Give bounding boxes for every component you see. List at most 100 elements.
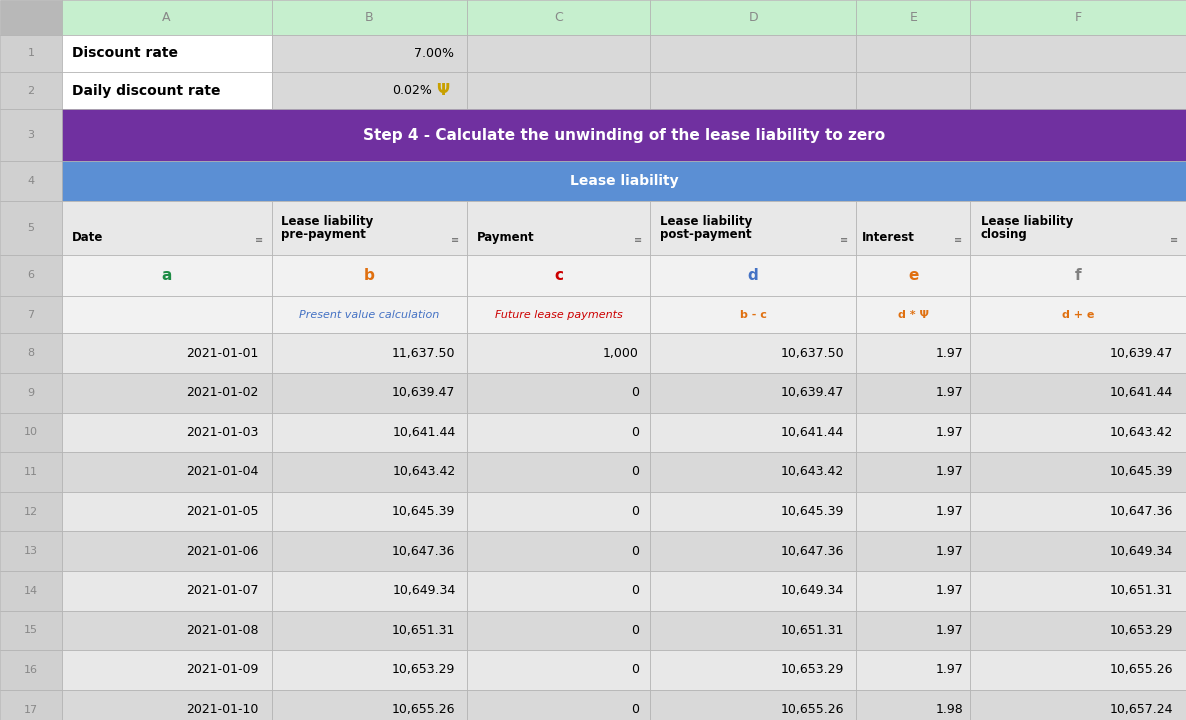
Text: 10,647.36: 10,647.36 [1110,505,1173,518]
Text: d: d [747,268,759,283]
Bar [467,690,650,720]
Text: 10,639.47: 10,639.47 [780,386,844,400]
Text: 0: 0 [631,663,639,677]
Text: 0.02%: 0.02% [393,84,432,97]
Text: 2021-01-10: 2021-01-10 [186,703,259,716]
Bar [0,531,62,571]
Bar [856,72,970,109]
Text: 10,647.36: 10,647.36 [393,544,455,558]
Text: 8: 8 [27,348,34,358]
Bar [650,413,856,452]
Text: 10,655.26: 10,655.26 [393,703,455,716]
Text: 9: 9 [27,388,34,397]
Bar [0,72,62,109]
Bar [272,413,467,452]
Text: D: D [748,11,758,24]
Text: 1.97: 1.97 [936,544,963,558]
Text: 2021-01-06: 2021-01-06 [186,544,259,558]
Bar [62,72,272,109]
Text: 10,649.34: 10,649.34 [1110,544,1173,558]
Text: 10,651.31: 10,651.31 [1110,584,1173,598]
Text: 0: 0 [631,703,639,716]
Bar [970,690,1186,720]
Bar [272,0,467,35]
Text: Payment: Payment [477,231,534,244]
Bar [650,72,856,109]
Bar [272,492,467,531]
Bar [272,35,467,72]
Bar [970,72,1186,109]
Bar [62,373,272,413]
Text: 10,649.34: 10,649.34 [393,584,455,598]
Text: Date: Date [72,231,103,244]
Bar [856,413,970,452]
Bar [970,452,1186,492]
Text: 10,649.34: 10,649.34 [780,584,844,598]
Bar [970,255,1186,296]
Bar [62,650,272,690]
Text: 2021-01-02: 2021-01-02 [186,386,259,400]
Bar [650,571,856,611]
Bar [62,161,1186,201]
Text: 1.97: 1.97 [936,426,963,439]
Text: 14: 14 [24,586,38,595]
Bar [62,296,272,333]
Bar [650,492,856,531]
Bar [856,373,970,413]
Text: 0: 0 [631,624,639,637]
Bar [970,650,1186,690]
Text: Future lease payments: Future lease payments [495,310,623,320]
Bar [62,531,272,571]
Text: E: E [910,11,917,24]
Text: 1.97: 1.97 [936,624,963,637]
Text: f: f [1075,268,1082,283]
Bar [272,452,467,492]
Text: A: A [162,11,171,24]
Text: 0: 0 [631,584,639,598]
Bar [0,413,62,452]
Bar [970,571,1186,611]
Bar [970,492,1186,531]
Bar [272,296,467,333]
Bar [272,201,467,255]
Text: 1.97: 1.97 [936,465,963,479]
Text: 10,645.39: 10,645.39 [780,505,844,518]
Bar [467,201,650,255]
Bar [650,255,856,296]
Bar [970,201,1186,255]
Bar [467,333,650,373]
Bar [650,0,856,35]
Text: 10,645.39: 10,645.39 [393,505,455,518]
Bar [62,452,272,492]
Text: 10,653.29: 10,653.29 [393,663,455,677]
Text: 7.00%: 7.00% [414,47,453,60]
Bar [650,296,856,333]
Bar [467,0,650,35]
Bar [62,611,272,650]
Bar [0,109,62,161]
Bar [62,690,272,720]
Text: F: F [1075,11,1082,24]
Bar [970,413,1186,452]
Text: 2021-01-09: 2021-01-09 [186,663,259,677]
Text: closing: closing [981,228,1028,241]
Text: 1,000: 1,000 [604,346,639,360]
Bar [62,413,272,452]
Bar [856,452,970,492]
Text: c: c [554,268,563,283]
Text: d + e: d + e [1061,310,1095,320]
Bar [856,571,970,611]
Bar [0,333,62,373]
Text: Lease liability: Lease liability [569,174,678,188]
Bar [467,255,650,296]
Bar [62,109,1186,161]
Bar [62,35,272,72]
Bar [0,611,62,650]
Text: 10,641.44: 10,641.44 [1110,386,1173,400]
Bar [62,0,272,35]
Text: 15: 15 [24,626,38,635]
Bar [0,0,62,35]
Text: d * Ψ: d * Ψ [898,310,929,320]
Text: 10,653.29: 10,653.29 [1110,624,1173,637]
Text: 1.97: 1.97 [936,584,963,598]
